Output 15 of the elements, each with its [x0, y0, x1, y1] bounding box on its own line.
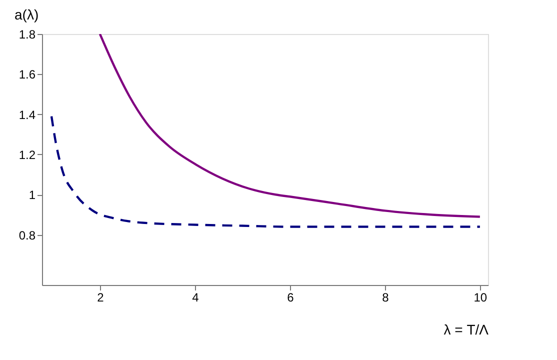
- x-axis-title: λ = T/Λ: [444, 322, 490, 338]
- x-tick-label: 8: [382, 290, 390, 304]
- y-axis-title: a(λ): [14, 6, 39, 22]
- y-tick-label: 1.2: [18, 148, 36, 162]
- y-tick-label: 1.4: [18, 108, 36, 122]
- y-tick-label: 1.6: [18, 68, 36, 82]
- line-series: [98, 34, 482, 218]
- line-series: [50, 115, 482, 228]
- x-tick-label: 10: [474, 290, 488, 304]
- x-tick-label: 2: [97, 290, 104, 304]
- x-tick-label: 6: [287, 290, 294, 304]
- y-tick-label: 1: [28, 188, 36, 202]
- x-tick-label: 4: [192, 290, 200, 304]
- y-tick-label: 1.8: [18, 28, 36, 42]
- y-tick-label: 0.8: [18, 228, 36, 242]
